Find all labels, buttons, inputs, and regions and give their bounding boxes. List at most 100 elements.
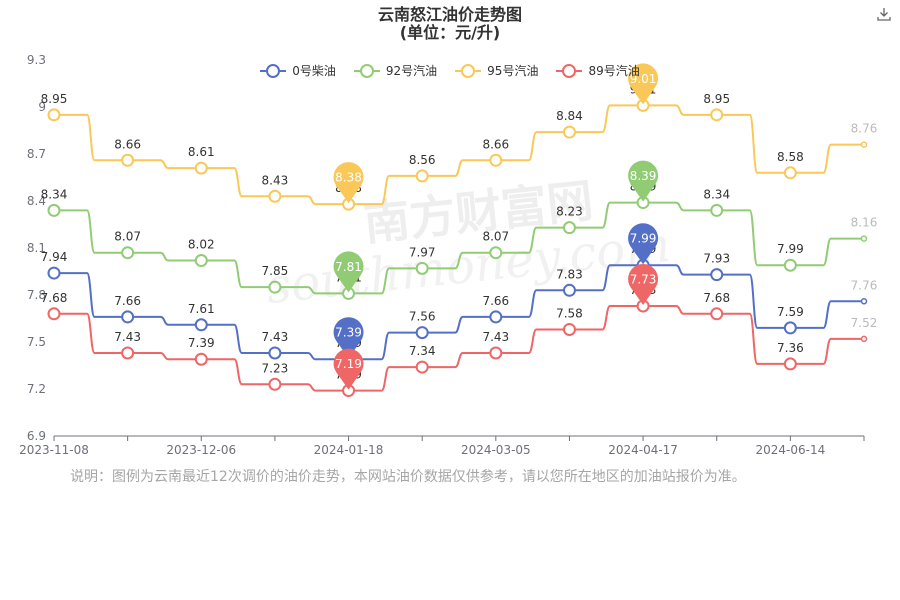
series-line	[54, 264, 864, 361]
data-label: 8.66	[482, 137, 509, 151]
data-point	[121, 346, 135, 360]
data-point	[47, 266, 61, 280]
data-label: 8.56	[409, 153, 436, 167]
extreme-pin-marker: 7.81	[333, 251, 364, 293]
data-point	[710, 203, 724, 217]
data-label: 8.43	[262, 173, 289, 187]
data-point	[47, 307, 61, 321]
data-label: 7.66	[114, 294, 141, 308]
y-tick-label: 7.5	[27, 335, 46, 349]
data-point	[489, 310, 503, 324]
data-label: 7.36	[777, 341, 804, 355]
data-label: 7.43	[114, 330, 141, 344]
legend-marker-icon	[556, 63, 583, 78]
pin-label: 7.73	[630, 272, 657, 286]
data-label: 8.84	[556, 109, 583, 123]
pin-label: 8.38	[335, 171, 362, 185]
data-label: 8.02	[188, 238, 215, 252]
data-label: 7.34	[409, 344, 436, 358]
data-label: 8.76	[851, 122, 878, 136]
extreme-pin-marker: 7.73	[628, 263, 659, 305]
data-point	[121, 310, 135, 324]
data-label: 7.85	[262, 264, 289, 278]
pin-head	[333, 162, 364, 193]
chart-subtitle: (单位：元/升)	[399, 23, 501, 42]
data-label: 7.61	[188, 302, 215, 316]
data-label: 7.43	[262, 330, 289, 344]
extreme-pin-marker: 8.38	[333, 162, 364, 204]
legend-marker-icon	[455, 63, 482, 78]
download-icon[interactable]	[876, 6, 892, 22]
legend-marker-icon	[260, 63, 287, 78]
data-point	[783, 166, 797, 180]
y-tick-label: 9	[38, 100, 46, 114]
data-label: 7.52	[851, 316, 878, 330]
data-point	[121, 153, 135, 167]
y-tick-label: 8.1	[27, 241, 46, 255]
data-point	[860, 298, 868, 305]
data-point	[194, 161, 208, 175]
data-point	[489, 153, 503, 167]
data-point	[783, 258, 797, 272]
data-point	[860, 335, 868, 343]
x-tick-label: 2024-01-18	[314, 443, 384, 457]
legend-label: 95号汽油	[487, 64, 539, 78]
data-point	[268, 189, 282, 203]
data-label: 7.23	[262, 361, 289, 375]
series-line	[54, 201, 864, 295]
data-label: 8.34	[703, 187, 730, 201]
pin-label: 7.81	[335, 260, 362, 274]
data-label: 8.66	[114, 137, 141, 151]
data-label: 7.76	[851, 278, 878, 292]
legend-marker-icon	[353, 63, 380, 78]
x-tick-label: 2024-06-14	[755, 443, 825, 457]
y-tick-label: 8.4	[27, 194, 46, 208]
pin-head	[628, 63, 659, 94]
pin-head	[333, 317, 364, 348]
series-group: 8.348.078.027.857.817.978.078.238.398.34…	[41, 180, 877, 300]
legend-item[interactable]: 95号汽油	[455, 62, 538, 79]
series-line	[54, 104, 864, 206]
pin-label: 7.19	[335, 357, 362, 371]
data-label: 7.59	[777, 305, 804, 319]
data-label: 8.95	[703, 92, 730, 106]
legend-item[interactable]: 89号汽油	[556, 62, 640, 79]
data-point	[415, 261, 429, 275]
data-point	[194, 318, 208, 332]
data-point	[415, 169, 429, 183]
data-label: 7.58	[556, 306, 583, 320]
legend-item[interactable]: 92号汽油	[353, 62, 438, 79]
data-label: 7.68	[41, 291, 68, 305]
legend-item[interactable]: 0号柴油	[260, 62, 336, 79]
legend-label: 0号柴油	[292, 64, 336, 78]
pin-head	[628, 160, 659, 191]
legend-label: 92号汽油	[385, 64, 438, 78]
series-group: 7.687.437.397.237.197.347.437.587.737.68…	[41, 283, 878, 398]
data-label: 7.66	[482, 294, 509, 308]
y-tick-label: 9.3	[27, 53, 46, 67]
data-point	[489, 346, 503, 360]
data-label: 7.56	[409, 310, 436, 324]
pin-label: 7.39	[335, 326, 362, 340]
data-label: 7.39	[188, 336, 215, 350]
data-label: 7.83	[556, 267, 583, 281]
data-label: 7.43	[482, 330, 509, 344]
data-label: 8.07	[114, 230, 141, 244]
x-tick-label: 2024-03-05	[461, 443, 531, 457]
data-point	[562, 221, 576, 235]
data-label: 7.99	[777, 242, 804, 256]
data-point	[415, 360, 429, 374]
data-point	[268, 280, 282, 294]
pin-label: 9.01	[630, 72, 657, 86]
legend: 0号柴油 92号汽油 95号汽油 89号汽油	[0, 62, 900, 79]
data-point	[710, 108, 724, 122]
data-point	[415, 326, 429, 340]
data-point	[562, 125, 576, 139]
chart-title: 云南怒江油价走势图	[377, 5, 522, 24]
pin-head	[628, 223, 659, 254]
data-point	[268, 346, 282, 360]
pin-label: 7.99	[630, 232, 657, 246]
data-point	[860, 235, 868, 242]
extreme-pin-marker: 7.99	[628, 223, 659, 265]
